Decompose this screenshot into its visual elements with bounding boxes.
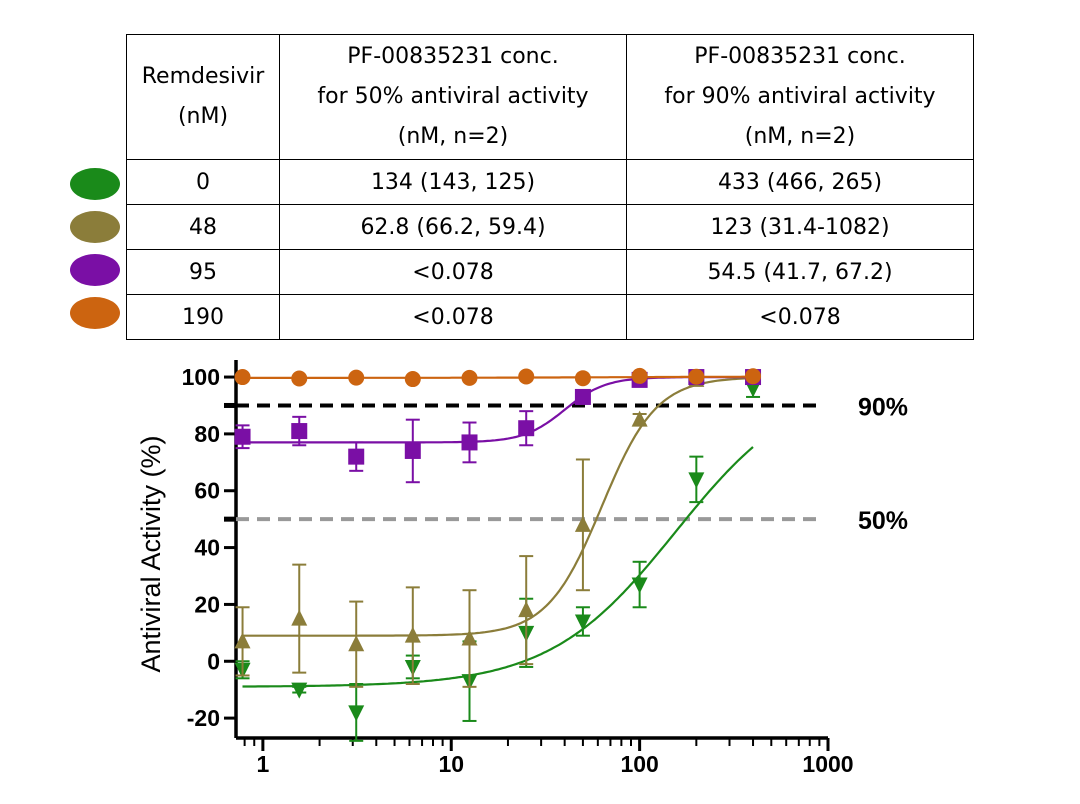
- data-point: [688, 472, 705, 489]
- x-tick-label: 100: [620, 751, 658, 777]
- data-point: [631, 367, 648, 384]
- header-line: for 90% antiviral activity: [664, 84, 936, 109]
- data-point: [461, 434, 478, 451]
- table-cell: <0.078: [279, 294, 627, 340]
- reference-line-label: 90%: [858, 393, 908, 421]
- header-line: (nM, n=2): [397, 124, 509, 149]
- table-cell: 433 (466, 265): [626, 159, 974, 205]
- ic-table: Remdesivir (nM) PF-00835231 conc. for 50…: [126, 34, 974, 340]
- data-point: [518, 601, 535, 618]
- y-axis-label: Antiviral Activity (%): [136, 435, 166, 672]
- table-cell: 48: [126, 204, 280, 250]
- fit-curve: [242, 377, 754, 637]
- data-point: [234, 428, 251, 445]
- data-point: [688, 368, 705, 385]
- data-point: [348, 448, 365, 465]
- table-cell: 123 (31.4-1082): [626, 204, 974, 250]
- header-line: for 50% antiviral activity: [317, 84, 589, 109]
- header-line: PF-00835231 conc.: [694, 44, 906, 69]
- series: [234, 368, 762, 688]
- series: [234, 378, 762, 742]
- y-tick-label: 60: [194, 478, 220, 504]
- data-point: [518, 420, 535, 437]
- table-cell: 95: [126, 249, 280, 295]
- data-point: [518, 368, 535, 385]
- data-point: [574, 515, 591, 532]
- data-point: [631, 410, 648, 427]
- series: [234, 367, 762, 388]
- header-line: (nM, n=2): [744, 124, 856, 149]
- x-tick-label: 1: [256, 751, 269, 777]
- header-line: (nM): [177, 104, 229, 129]
- data-point: [291, 682, 308, 699]
- fit-curve: [242, 446, 754, 688]
- table-row: 48 62.8 (66.2, 59.4) 123 (31.4-1082): [126, 204, 974, 250]
- y-tick-label: 100: [182, 364, 220, 390]
- data-point: [404, 371, 421, 388]
- header-remdesivir: Remdesivir (nM): [126, 34, 280, 160]
- table-cell: <0.078: [279, 249, 627, 295]
- row-color-dot: [70, 254, 120, 286]
- header-line: PF-00835231 conc.: [347, 44, 559, 69]
- y-tick-label: 40: [194, 535, 220, 561]
- table-cell: 190: [126, 294, 280, 340]
- y-tick-label: 20: [194, 591, 220, 617]
- table-cell: 62.8 (66.2, 59.4): [279, 204, 627, 250]
- y-tick-label: -20: [187, 705, 220, 731]
- data-point: [745, 368, 762, 385]
- fit-curve: [242, 375, 753, 379]
- header-line: Remdesivir: [141, 64, 265, 89]
- data-point: [234, 369, 251, 386]
- data-point: [631, 577, 648, 594]
- table-row: 190 <0.078 <0.078: [126, 294, 974, 340]
- row-color-dot: [70, 211, 120, 243]
- table-row: 95 <0.078 54.5 (41.7, 67.2): [126, 249, 974, 295]
- reference-line-label: 50%: [858, 507, 908, 535]
- table-cell: 54.5 (41.7, 67.2): [626, 249, 974, 295]
- data-point: [404, 626, 421, 643]
- data-point: [348, 705, 365, 722]
- table-cell: <0.078: [626, 294, 974, 340]
- table-cell: 134 (143, 125): [279, 159, 627, 205]
- y-tick-label: 80: [194, 421, 220, 447]
- y-tick-label: 0: [207, 648, 220, 674]
- row-color-dot: [70, 297, 120, 329]
- row-color-dot: [70, 168, 120, 200]
- x-tick-label: 1000: [802, 751, 853, 777]
- data-point: [348, 635, 365, 652]
- fit-curve: [242, 376, 753, 444]
- data-point: [574, 388, 591, 405]
- data-point: [291, 423, 308, 440]
- data-point: [348, 369, 365, 386]
- data-point: [461, 369, 478, 386]
- data-point: [574, 370, 591, 387]
- data-point: [745, 381, 762, 398]
- series: [234, 369, 762, 484]
- data-point: [404, 442, 421, 459]
- data-point: [574, 614, 591, 631]
- data-point: [461, 629, 478, 646]
- data-point: [291, 370, 308, 387]
- x-tick-label: 10: [438, 751, 464, 777]
- data-point: [291, 609, 308, 626]
- data-point: [234, 632, 251, 649]
